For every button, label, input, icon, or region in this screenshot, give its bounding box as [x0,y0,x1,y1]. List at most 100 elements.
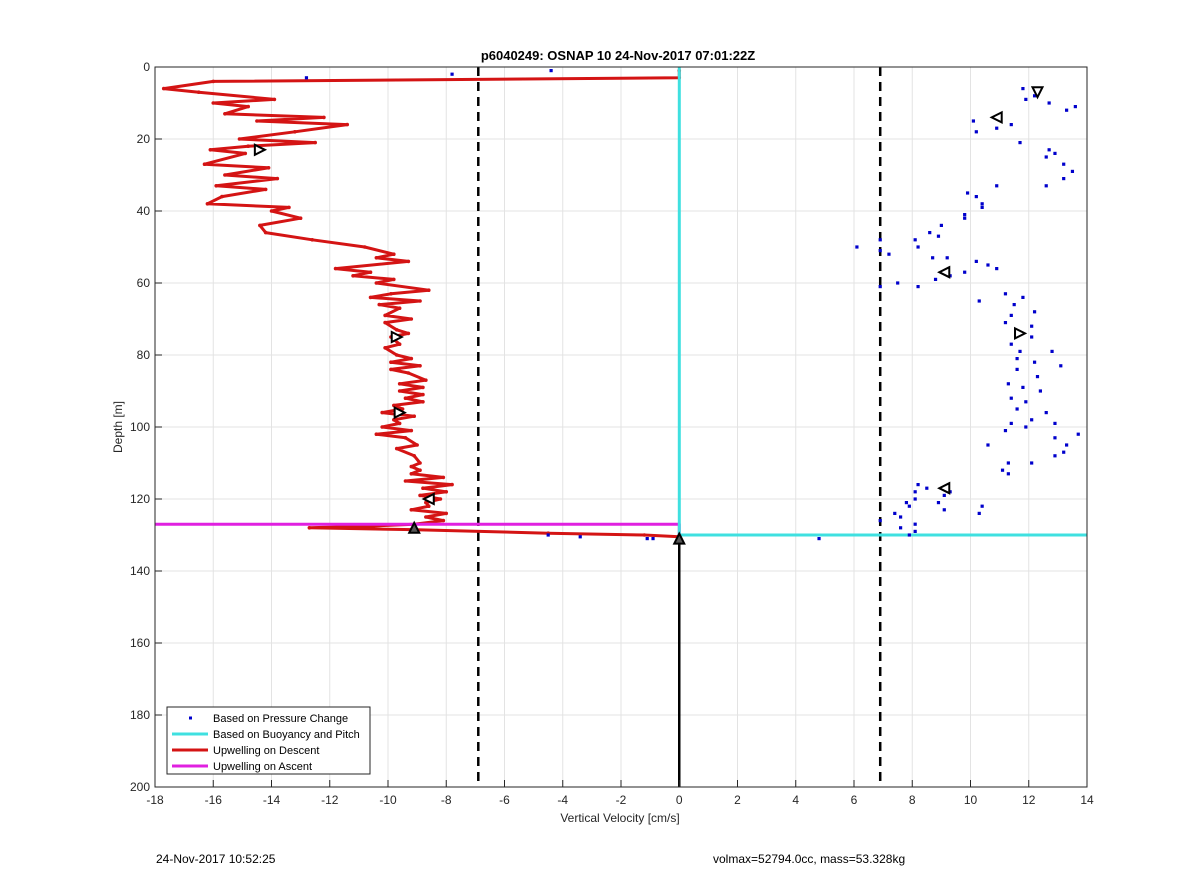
y-tick-label: 20 [137,132,151,146]
pressure-change-point [1053,421,1057,425]
descent-point [406,371,411,375]
descent-point [441,518,446,523]
descent-point [196,90,201,94]
pressure-change-point [1009,396,1013,400]
legend-label-based-on-pressure-change: Based on Pressure Change [213,713,348,725]
descent-point [287,205,291,210]
descent-point [415,443,419,447]
pressure-change-point [1044,184,1048,188]
descent-point [444,490,449,494]
descent-point [409,472,414,476]
descent-point [403,479,408,483]
descent-point [409,428,414,433]
pressure-change-point [963,213,967,217]
pressure-change-point [936,501,941,505]
pressure-change-point [986,263,990,267]
pressure-change-point [1006,461,1010,465]
pressure-change-point [1076,432,1080,436]
pressure-change-point [1024,425,1028,429]
pressure-change-point [1032,310,1037,314]
triangle-right-marker [1014,326,1028,341]
descent-point [389,360,393,365]
pressure-change-point [1032,94,1037,98]
pressure-change-point [977,299,981,303]
legend-box [166,706,371,775]
descent-point [421,400,425,404]
descent-point [263,187,268,192]
x-tick-label: -8 [441,793,452,807]
markers [253,86,1045,545]
pressure-change-point [936,234,941,238]
pressure-change-point [1047,101,1051,105]
descent-point [161,86,166,91]
pressure-change-point [933,277,938,281]
pressure-change-point [971,119,976,123]
pressure-change-point [1003,292,1008,296]
pressure-change-point [995,126,999,130]
descent-point [409,317,414,321]
pressure-change-point [1050,349,1054,353]
pressure-change-point [913,497,917,501]
descent-point [205,202,210,206]
descent-point [258,223,262,228]
pressure-change-point [878,285,882,289]
descent-point [397,306,402,311]
descent-point [403,436,408,440]
triangle-left-marker [421,492,435,506]
pressure-change-point [1053,151,1057,155]
descent-point [406,259,411,264]
descent-point [409,508,414,512]
descent-point [394,328,399,332]
pressure-change-point [963,216,967,220]
pressure-change-point [1065,443,1069,447]
descent-point [380,410,384,415]
descent-point [412,414,417,419]
descent-point [362,245,367,249]
pressure-change-point [450,72,454,76]
descent-point [380,425,384,429]
pressure-change-point [1021,87,1025,91]
x-tick-label: 0 [676,793,683,807]
pressure-change-point [980,205,984,209]
legend-label-upwelling-on-descent: Upwelling on Descent [213,745,319,757]
descent-point [418,461,422,465]
descent-point [223,173,227,177]
pressure-change-point [899,526,903,530]
triangle-left-marker [937,265,951,279]
descent-point [418,493,422,498]
descent-point [392,403,396,408]
descent-point [368,295,373,300]
pressure-change-point [907,533,911,537]
descent-point [424,515,428,519]
descent-point [272,97,277,102]
triangle-up-marker [407,520,421,534]
pressure-change-point [1032,360,1037,364]
descent-point [374,281,379,285]
descent-point [237,137,242,141]
descent-point [266,166,271,170]
pressure-change-point [986,443,990,447]
pressure-change-point [1006,382,1010,386]
pressure-change-point [1024,400,1028,404]
pressure-change-point [1000,468,1005,472]
x-tick-label: -6 [499,793,510,807]
pressure-change-point [1030,335,1034,339]
descent-point [392,277,396,282]
descent-point [269,209,274,213]
pressure-change-point [974,259,978,263]
pressure-change-point [887,252,891,256]
pressure-change-point [549,69,553,73]
x-tick-label: -2 [616,793,627,807]
triangle-right-marker [253,143,268,157]
descent-point [211,101,216,105]
x-tick-label: -4 [557,793,568,807]
volmax-mass-footer: volmax=52794.0cc, mass=53.328kg [713,852,906,866]
descent-point [421,385,425,390]
pressure-change-point [974,130,978,134]
y-tick-label: 160 [130,636,150,650]
pressure-change-point [939,223,943,227]
y-tick-label: 60 [137,276,151,290]
descent-point [322,115,326,120]
descent-point [418,468,422,473]
